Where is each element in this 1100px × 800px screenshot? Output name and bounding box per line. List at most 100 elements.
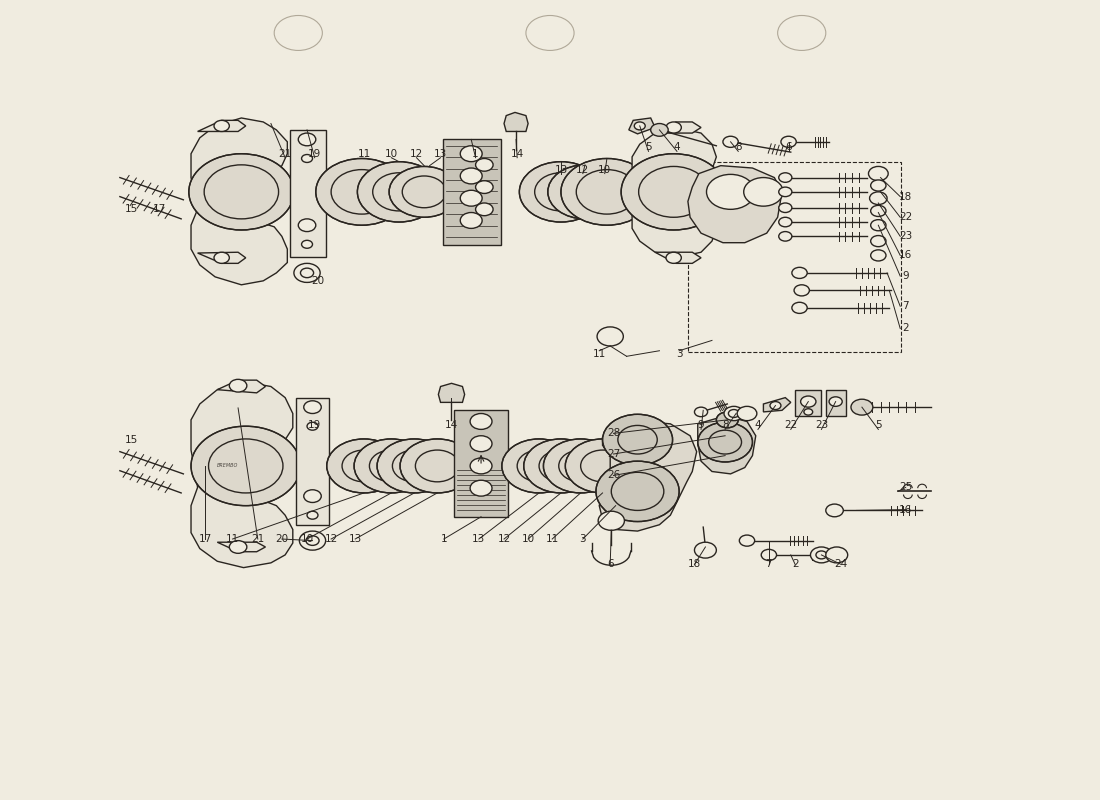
Circle shape [561,158,653,226]
Circle shape [826,547,848,563]
Text: 9: 9 [902,271,909,281]
Text: 23: 23 [815,421,828,430]
Polygon shape [656,252,701,263]
Text: 18: 18 [688,559,701,570]
Text: 20: 20 [275,534,288,544]
Text: 16: 16 [899,505,912,514]
Circle shape [871,206,886,217]
Text: 2: 2 [902,323,909,334]
Text: 10: 10 [385,149,398,158]
Circle shape [871,220,886,230]
Text: 25: 25 [899,482,912,492]
Polygon shape [629,118,656,134]
Circle shape [214,252,229,263]
Circle shape [214,120,229,131]
Circle shape [724,406,744,421]
Text: 22: 22 [784,421,798,430]
Circle shape [475,203,493,216]
Circle shape [229,379,246,392]
Circle shape [460,213,482,229]
Circle shape [470,458,492,474]
Polygon shape [191,118,287,285]
Polygon shape [656,122,701,133]
Circle shape [475,158,493,171]
Circle shape [779,187,792,197]
Circle shape [621,154,726,230]
Circle shape [189,154,294,230]
Circle shape [603,414,672,465]
Circle shape [304,401,321,414]
Circle shape [666,252,681,263]
Polygon shape [198,252,245,263]
Text: 15: 15 [125,434,139,445]
Text: 24: 24 [835,559,848,570]
Circle shape [826,504,844,517]
Circle shape [779,231,792,241]
Circle shape [460,190,482,206]
Text: 11: 11 [358,149,371,158]
Circle shape [871,250,886,261]
Circle shape [744,178,783,206]
Polygon shape [439,383,464,402]
Text: 4: 4 [673,142,680,152]
Circle shape [475,181,493,194]
Circle shape [526,15,574,50]
Text: 6: 6 [607,559,614,570]
Circle shape [871,180,886,191]
Circle shape [377,439,451,493]
Polygon shape [826,390,846,416]
Circle shape [651,123,668,136]
Text: 2: 2 [792,559,799,570]
Circle shape [502,439,576,493]
Circle shape [770,402,781,410]
Circle shape [191,426,300,506]
Circle shape [519,162,603,222]
Circle shape [354,439,429,493]
Circle shape [304,490,321,502]
Polygon shape [289,130,326,257]
Text: 1: 1 [440,534,448,544]
Circle shape [801,396,816,407]
Text: 10: 10 [521,534,535,544]
Polygon shape [218,542,265,552]
Circle shape [543,439,618,493]
Circle shape [779,203,792,213]
Circle shape [792,267,807,278]
Circle shape [779,173,792,182]
Circle shape [470,480,492,496]
Polygon shape [688,166,782,242]
Circle shape [723,136,738,147]
Polygon shape [763,398,791,412]
Text: 12: 12 [497,534,510,544]
Circle shape [697,422,752,462]
Text: 17: 17 [199,534,212,544]
Text: 7: 7 [902,302,909,311]
Text: 10: 10 [598,165,612,174]
Text: 8: 8 [735,142,741,152]
Circle shape [635,122,646,130]
Text: 14: 14 [444,421,458,430]
Circle shape [779,218,792,227]
Text: 20: 20 [311,276,324,286]
Circle shape [851,399,873,415]
Circle shape [596,461,679,522]
Text: 18: 18 [899,192,912,202]
Text: 12: 12 [576,165,590,174]
Text: 11: 11 [226,534,239,544]
Circle shape [306,536,319,546]
Circle shape [565,439,640,493]
Circle shape [737,406,757,421]
Text: 27: 27 [607,449,620,459]
Circle shape [666,122,681,133]
Polygon shape [442,139,501,245]
Text: 21: 21 [251,534,264,544]
Circle shape [716,412,738,428]
Circle shape [470,414,492,430]
Circle shape [829,397,843,406]
Circle shape [804,409,813,415]
Polygon shape [697,416,756,474]
Text: 11: 11 [593,349,606,359]
Text: 13: 13 [349,534,362,544]
Polygon shape [191,382,293,568]
Circle shape [298,219,316,231]
